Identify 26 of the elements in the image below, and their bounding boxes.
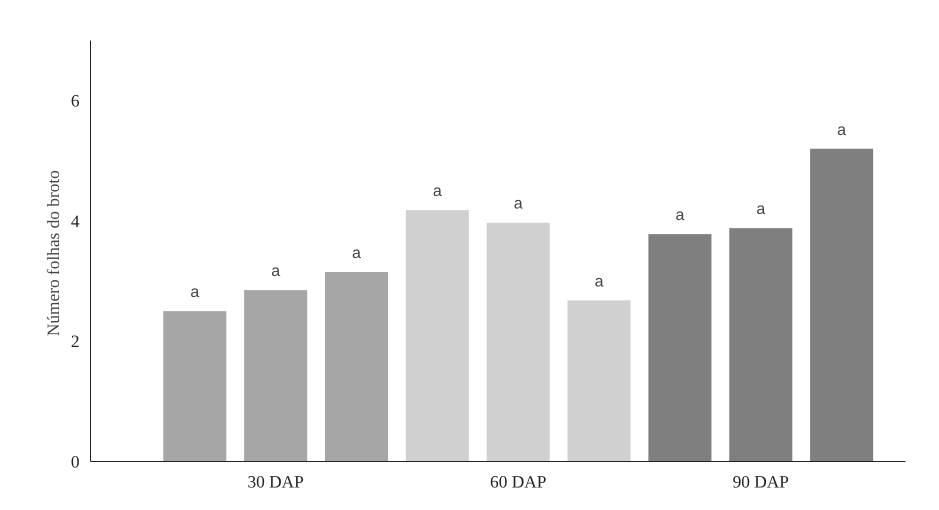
y-axis-title: Número folhas do broto — [44, 170, 63, 336]
bar — [729, 228, 792, 462]
bar — [648, 234, 712, 462]
bar — [486, 222, 550, 462]
data-label: a — [190, 284, 200, 302]
x-tick-label: 60 DAP — [490, 472, 546, 492]
bar — [810, 148, 874, 462]
data-label: a — [837, 122, 846, 139]
y-tick-label: 6 — [70, 92, 80, 111]
data-label: a — [352, 245, 362, 262]
y-tick-label: 4 — [70, 212, 80, 231]
bar — [244, 290, 308, 462]
bar — [568, 300, 631, 462]
x-tick-label: 90 DAP — [732, 472, 789, 492]
data-label: a — [432, 183, 442, 200]
data-label: a — [756, 201, 766, 218]
bar — [406, 210, 469, 462]
data-label: a — [514, 196, 523, 213]
data-label: a — [271, 263, 280, 280]
y-tick-label: 0 — [70, 452, 80, 472]
bar — [324, 272, 388, 462]
bar — [163, 311, 226, 462]
data-label: a — [594, 273, 604, 290]
x-tick-label: 30 DAP — [247, 472, 304, 492]
y-tick-label: 2 — [70, 332, 80, 352]
data-label: a — [675, 207, 684, 224]
